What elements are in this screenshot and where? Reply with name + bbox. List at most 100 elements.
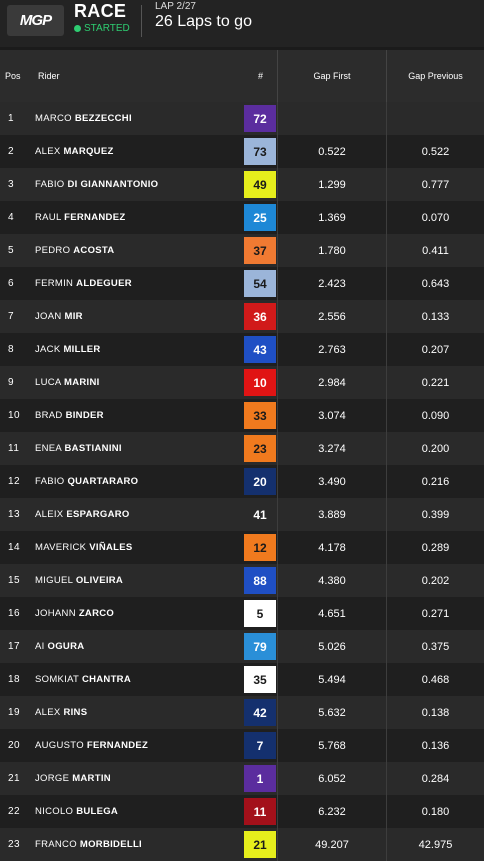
position: 15: [8, 575, 21, 586]
position: 18: [8, 674, 21, 685]
column-divider: [386, 432, 387, 465]
rider-number-badge: 12: [244, 534, 276, 561]
position: 14: [8, 542, 21, 553]
table-row[interactable]: 2 ALEX MARQUEZ 73 0.522 0.522: [0, 135, 484, 168]
rider-first-name: MAVERICK: [35, 542, 87, 553]
column-divider: [277, 696, 278, 729]
table-row[interactable]: 15 MIGUEL OLIVEIRA 88 4.380 0.202: [0, 564, 484, 597]
table-row[interactable]: 11 ENEA BASTIANINI 23 3.274 0.200: [0, 432, 484, 465]
column-divider: [386, 333, 387, 366]
rider-number-badge: 35: [244, 666, 276, 693]
rider-number-badge: 79: [244, 633, 276, 660]
column-divider: [277, 168, 278, 201]
rider-name: RAUL FERNANDEZ: [35, 212, 125, 223]
gap-first: 4.178: [318, 542, 346, 554]
rider-name: AUGUSTO FERNANDEZ: [35, 740, 148, 751]
rider-name: ENEA BASTIANINI: [35, 443, 122, 454]
rider-last-name: ESPARGARO: [66, 509, 130, 520]
column-divider: [386, 234, 387, 267]
rider-number-badge: 49: [244, 171, 276, 198]
table-row[interactable]: 17 AI OGURA 79 5.026 0.375: [0, 630, 484, 663]
column-divider: [277, 333, 278, 366]
column-divider: [277, 201, 278, 234]
rider-number-badge: 36: [244, 303, 276, 330]
rider-last-name: MORBIDELLI: [79, 839, 142, 850]
session-title: RACE: [74, 1, 127, 21]
table-row[interactable]: 7 JOAN MIR 36 2.556 0.133: [0, 300, 484, 333]
table-header: Pos Rider # Gap First Gap Previous: [0, 50, 484, 102]
motogp-logo[interactable]: MGP: [7, 5, 64, 36]
rider-last-name: ACOSTA: [73, 245, 115, 256]
table-row[interactable]: 19 ALEX RINS 42 5.632 0.138: [0, 696, 484, 729]
position: 2: [8, 146, 15, 157]
rider-first-name: ALEIX: [35, 509, 64, 520]
rider-first-name: FABIO: [35, 179, 65, 190]
rider-first-name: PEDRO: [35, 245, 71, 256]
column-divider: [386, 201, 387, 234]
rider-number-badge: 54: [244, 270, 276, 297]
rider-number-badge: 33: [244, 402, 276, 429]
table-row[interactable]: 22 NICOLO BULEGA 11 6.232 0.180: [0, 795, 484, 828]
table-row[interactable]: 13 ALEIX ESPARGARO 41 3.889 0.399: [0, 498, 484, 531]
rider-last-name: QUARTARARO: [67, 476, 139, 487]
table-row[interactable]: 8 JACK MILLER 43 2.763 0.207: [0, 333, 484, 366]
gap-previous: 0.375: [421, 641, 450, 653]
table-row[interactable]: 1 MARCO BEZZECCHI 72: [0, 102, 484, 135]
gap-previous: 0.133: [421, 311, 450, 323]
table-row[interactable]: 6 FERMIN ALDEGUER 54 2.423 0.643: [0, 267, 484, 300]
rider-name: JACK MILLER: [35, 344, 101, 355]
column-divider: [386, 366, 387, 399]
gap-first: 3.889: [318, 509, 346, 521]
lap-counter: LAP 2/27: [155, 1, 196, 12]
column-divider: [277, 50, 278, 102]
column-divider: [386, 50, 387, 102]
rider-first-name: BRAD: [35, 410, 63, 421]
gap-first: 4.380: [318, 575, 346, 587]
position: 22: [8, 806, 21, 817]
column-divider: [277, 663, 278, 696]
table-row[interactable]: 16 JOHANN ZARCO 5 4.651 0.271: [0, 597, 484, 630]
table-row[interactable]: 5 PEDRO ACOSTA 37 1.780 0.411: [0, 234, 484, 267]
gap-first: 5.494: [318, 674, 346, 686]
table-row[interactable]: 18 SOMKIAT CHANTRA 35 5.494 0.468: [0, 663, 484, 696]
table-row[interactable]: 20 AUGUSTO FERNANDEZ 7 5.768 0.136: [0, 729, 484, 762]
position: 21: [8, 773, 21, 784]
rider-name: FABIO QUARTARARO: [35, 476, 138, 487]
gap-first: 4.651: [318, 608, 346, 620]
column-divider: [386, 135, 387, 168]
column-divider: [277, 102, 278, 135]
column-divider: [386, 762, 387, 795]
table-row[interactable]: 12 FABIO QUARTARARO 20 3.490 0.216: [0, 465, 484, 498]
table-row[interactable]: 10 BRAD BINDER 33 3.074 0.090: [0, 399, 484, 432]
rider-name: ALEIX ESPARGARO: [35, 509, 130, 520]
position: 17: [8, 641, 21, 652]
table-row[interactable]: 3 FABIO DI GIANNANTONIO 49 1.299 0.777: [0, 168, 484, 201]
gap-first: 1.369: [318, 212, 346, 224]
rider-name: MAVERICK VIÑALES: [35, 542, 133, 553]
gap-previous: 0.200: [421, 443, 450, 455]
position: 16: [8, 608, 21, 619]
rider-first-name: SOMKIAT: [35, 674, 79, 685]
table-row[interactable]: 4 RAUL FERNANDEZ 25 1.369 0.070: [0, 201, 484, 234]
rider-number-badge: 5: [244, 600, 276, 627]
column-divider: [386, 597, 387, 630]
rider-first-name: AUGUSTO: [35, 740, 84, 751]
rider-number-badge: 23: [244, 435, 276, 462]
gap-first: 2.984: [318, 377, 346, 389]
column-divider: [386, 795, 387, 828]
gap-previous: 0.289: [421, 542, 450, 554]
rider-first-name: MIGUEL: [35, 575, 73, 586]
table-row[interactable]: 9 LUCA MARINI 10 2.984 0.221: [0, 366, 484, 399]
column-divider: [277, 300, 278, 333]
column-divider: [386, 465, 387, 498]
table-row[interactable]: 14 MAVERICK VIÑALES 12 4.178 0.289: [0, 531, 484, 564]
rider-last-name: DI GIANNANTONIO: [67, 179, 159, 190]
table-row[interactable]: 23 FRANCO MORBIDELLI 21 49.207 42.975: [0, 828, 484, 861]
laps-remaining: 26 Laps to go: [155, 13, 252, 30]
column-divider: [386, 267, 387, 300]
column-divider: [277, 795, 278, 828]
column-divider: [277, 531, 278, 564]
table-row[interactable]: 21 JORGE MARTIN 1 6.052 0.284: [0, 762, 484, 795]
gap-previous: 0.138: [421, 707, 450, 719]
gap-first: 0.522: [318, 146, 346, 158]
